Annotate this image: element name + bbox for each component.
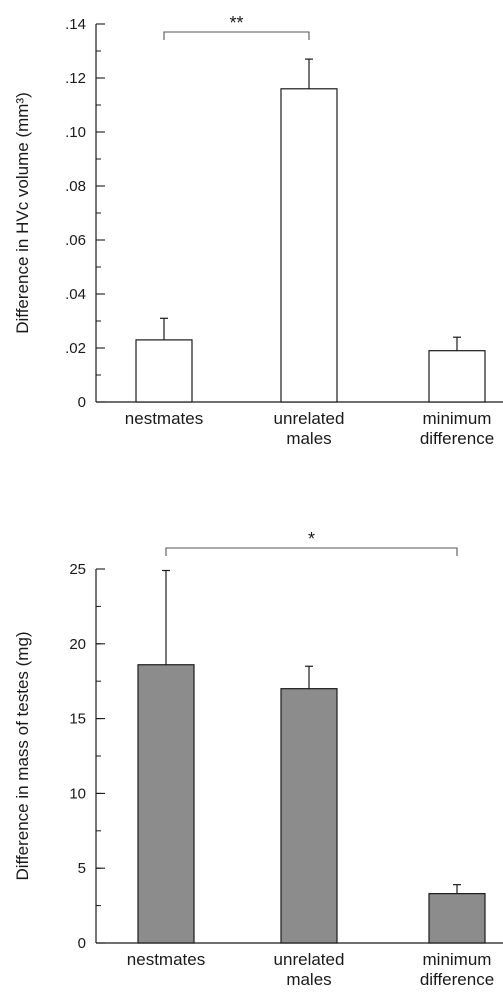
y-tick-label: 0 <box>78 394 86 411</box>
hvc-volume-chart: .14 .12 .10 .08 .06 .04 .02 0 Difference in HVc … <box>13 13 503 448</box>
category-label: males <box>286 970 331 989</box>
category-label: males <box>286 429 331 448</box>
y-tick-label: 10 <box>69 785 86 802</box>
bar <box>428 893 486 944</box>
y-tick-label: 25 <box>69 561 86 578</box>
category-label: nestmates <box>127 950 205 969</box>
significance-label: * <box>308 529 315 549</box>
y-tick-label: .04 <box>65 286 86 303</box>
bar <box>428 350 486 403</box>
y-tick-label: .06 <box>65 232 86 249</box>
bar <box>135 339 193 403</box>
y-tick-label: 5 <box>78 860 86 877</box>
y-tick-label: .12 <box>65 70 86 87</box>
y-tick-label: 0 <box>78 935 86 952</box>
y-axis-title: Difference in mass of testes (mg) <box>13 631 32 880</box>
category-label: minimum <box>423 950 492 969</box>
y-tick-label: 15 <box>69 711 86 728</box>
y-tick-label: 20 <box>69 636 86 653</box>
category-label: minimum <box>423 409 492 428</box>
category-label: unrelated <box>274 409 345 428</box>
testes-mass-chart: 25 20 15 10 5 0 Difference in mass of testes (… <box>13 529 503 989</box>
y-axis-title: Difference in HVc volume (mm³) <box>13 92 32 334</box>
significance-bracket <box>163 31 310 40</box>
bar <box>280 688 338 944</box>
bar <box>137 664 195 944</box>
y-tick-label: .10 <box>65 124 86 141</box>
significance-label: ** <box>229 13 243 33</box>
category-label: difference <box>420 429 494 448</box>
y-tick-label: .14 <box>65 16 86 33</box>
y-tick-label: .08 <box>65 178 86 195</box>
bar <box>280 88 338 403</box>
significance-bracket <box>165 547 458 556</box>
y-tick-label: .02 <box>65 340 86 357</box>
category-label: difference <box>420 970 494 989</box>
category-label: unrelated <box>274 950 345 969</box>
category-label: nestmates <box>125 409 203 428</box>
